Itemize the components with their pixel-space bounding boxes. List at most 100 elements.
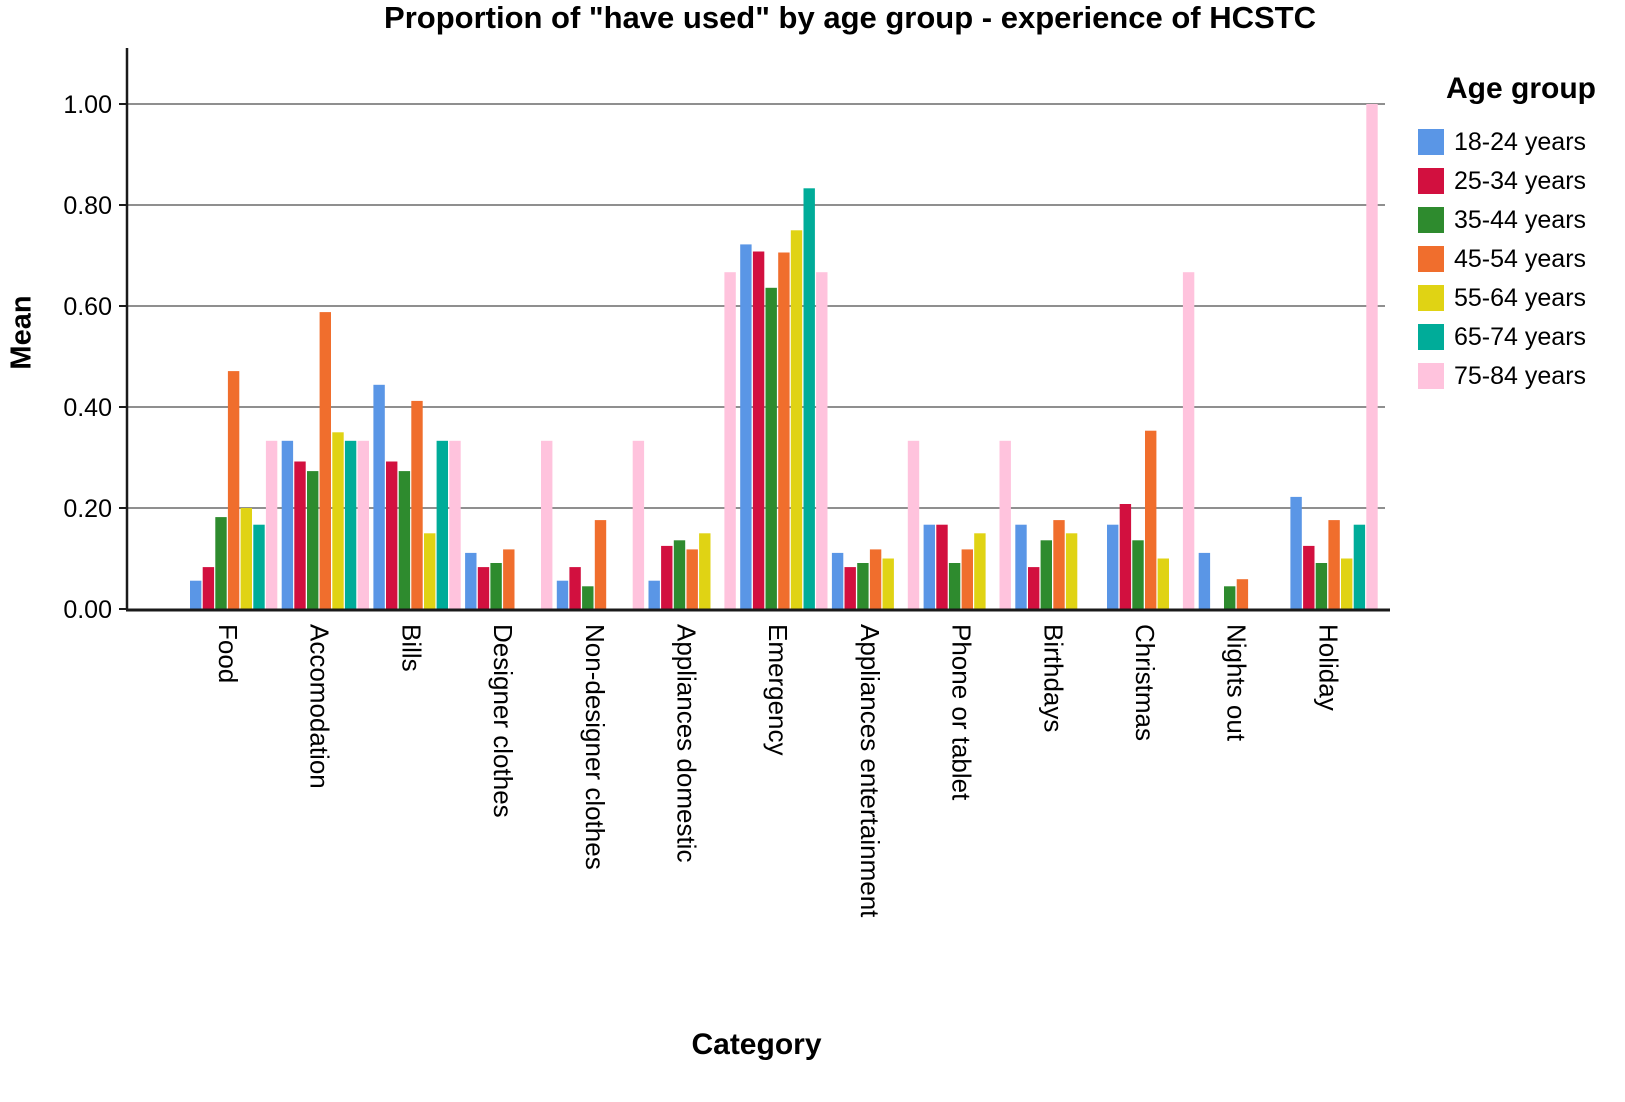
bar [1132,540,1144,609]
bar [215,517,227,609]
bar [1053,520,1065,609]
bar [202,567,215,609]
bar [740,244,752,609]
bar [882,558,894,609]
y-tick-label: 0.80 [63,192,112,220]
bar [240,508,252,609]
bar [790,230,803,610]
bar [1028,567,1040,609]
legend-item-label: 45-54 years [1454,244,1587,273]
bar [465,552,477,609]
bar [974,533,986,610]
y-tick-label: 0.40 [63,394,112,422]
bar [398,471,411,609]
bar [1315,563,1328,609]
x-category-label: Designer clothes [488,624,518,818]
bar [1290,496,1302,609]
bar [265,440,278,609]
x-axis-title: Category [691,1028,822,1061]
legend-color-swatch [1418,207,1444,233]
legend-title: Age group [1446,72,1596,105]
bar [857,563,869,609]
legend-item: 65-74 years [1418,318,1623,357]
bar [411,400,423,609]
bar [648,580,660,609]
bar [1366,104,1378,609]
y-tick-label: 1.00 [63,91,112,119]
bar [686,549,698,609]
bar [582,586,594,609]
bar [436,440,448,609]
bar [1224,586,1236,609]
bar [778,252,790,609]
bar [1353,524,1366,609]
bar [1182,272,1195,609]
bar [844,567,856,609]
legend-item-label: 25-34 years [1454,166,1587,195]
legend-item-label: 55-64 years [1454,283,1587,312]
bar [1065,533,1078,610]
bar [803,188,815,610]
bar [907,440,920,609]
x-category-label: Phone or tablet [947,624,977,801]
bar [1341,558,1353,609]
bar [477,567,490,609]
bar [673,540,686,609]
bar [503,549,515,609]
bar [386,461,398,609]
bar [556,580,569,609]
legend-item: 25-34 years [1418,162,1623,201]
legend-item: 45-54 years [1418,240,1623,279]
x-category-label: Holiday [1313,624,1343,711]
bar [948,563,961,609]
bar [294,461,306,609]
legend-item-label: 75-84 years [1454,361,1587,390]
bar [373,384,385,609]
bar [569,567,581,609]
bar [449,440,461,609]
x-category-label: Emergency [763,624,793,756]
bar [961,549,973,609]
x-category-label: Non-designer clothes [580,624,610,870]
bar [1107,524,1119,609]
chart-title: Proportion of "have used" by age group -… [384,0,1316,35]
bar [253,524,265,609]
bar [724,272,736,609]
bar [1119,504,1132,609]
bar [1157,558,1169,609]
bar [1236,579,1249,609]
legend-color-swatch [1418,285,1444,311]
legend-item-label: 65-74 years [1454,322,1587,351]
legend-item-label: 18-24 years [1454,127,1587,156]
legend: Age group 18-24 years 25-34 years 35-44 ye… [1418,72,1623,396]
legend-color-swatch [1418,324,1444,350]
bar [1040,540,1052,609]
bar [869,549,882,609]
bar [923,524,935,609]
bar [765,287,777,609]
legend-color-swatch [1418,363,1444,389]
bar [490,563,502,609]
x-category-label: Nights out [1222,624,1252,742]
bar [594,520,607,609]
x-category-label: Food [213,624,243,683]
legend-color-swatch [1418,129,1444,155]
bar [332,432,344,610]
bar [1303,545,1315,609]
bar [999,440,1011,609]
legend-item: 18-24 years [1418,123,1623,162]
legend-item: 75-84 years [1418,357,1623,396]
bar [319,312,331,609]
bar [424,533,436,610]
bar [357,440,369,609]
x-category-label: Birthdays [1038,624,1068,732]
bar [344,440,357,609]
bar [936,524,948,609]
y-tick-label: 0.60 [63,293,112,321]
bar [281,440,294,609]
x-category-label: Appliances domestic [671,624,701,862]
legend-item-label: 35-44 years [1454,205,1587,234]
x-category-label: Appliances entertainment [855,624,885,918]
bar [227,371,240,609]
